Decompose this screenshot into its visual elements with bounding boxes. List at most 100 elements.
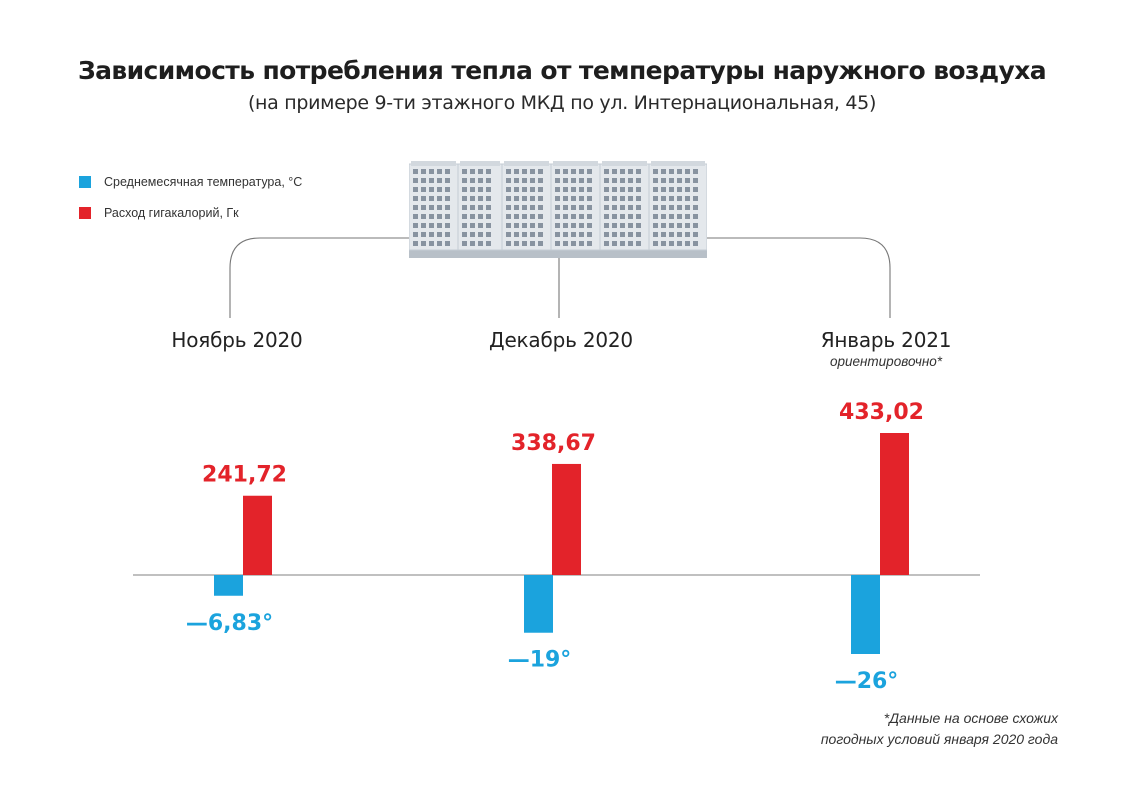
building-window <box>685 205 690 210</box>
building-window <box>669 223 674 228</box>
heat-bar-january <box>880 433 909 575</box>
building-window <box>604 223 609 228</box>
building-window <box>470 205 475 210</box>
building-window <box>486 241 491 246</box>
chart-subtitle: (на примере 9-ти этажного МКД по ул. Инт… <box>247 92 877 114</box>
building-window <box>429 196 434 201</box>
building-window <box>530 205 535 210</box>
building-window <box>445 232 450 237</box>
building-window <box>677 205 682 210</box>
building-window <box>437 178 442 183</box>
heat-value-label-january: 433,02 <box>839 400 924 425</box>
building-window <box>413 169 418 174</box>
building-window <box>470 196 475 201</box>
building-window <box>677 178 682 183</box>
legend-item-heat: Расход гигакалорий, Гк <box>79 197 302 228</box>
building-window <box>445 205 450 210</box>
building-window <box>612 214 617 219</box>
building-window <box>604 169 609 174</box>
building-window <box>677 241 682 246</box>
building-window <box>421 187 426 192</box>
building-window <box>612 196 617 201</box>
building-window <box>604 205 609 210</box>
building-window <box>514 187 519 192</box>
legend-label-heat: Расход гигакалорий, Гк <box>104 205 239 220</box>
building-window <box>478 232 483 237</box>
building-window <box>571 178 576 183</box>
building-window <box>669 187 674 192</box>
building-window <box>413 223 418 228</box>
building-window <box>661 214 666 219</box>
building-window <box>514 205 519 210</box>
building-window <box>506 178 511 183</box>
building-window <box>530 169 535 174</box>
building-window <box>653 178 658 183</box>
building-window <box>579 178 584 183</box>
temperature-value-label-november: —6,83° <box>186 611 273 636</box>
building-window <box>563 214 568 219</box>
building-window <box>514 232 519 237</box>
building-window <box>486 169 491 174</box>
building-window <box>437 223 442 228</box>
building-window <box>620 241 625 246</box>
building-window <box>429 241 434 246</box>
building-window <box>653 223 658 228</box>
building-window <box>604 187 609 192</box>
heat-value-label-december: 338,67 <box>511 431 596 456</box>
building-window <box>677 214 682 219</box>
building-window <box>693 187 698 192</box>
building-window <box>530 223 535 228</box>
building-window <box>653 241 658 246</box>
building-window <box>612 232 617 237</box>
legend-swatch-heat <box>79 206 91 219</box>
building-window <box>628 187 633 192</box>
building-window <box>413 232 418 237</box>
building-window <box>486 196 491 201</box>
building-window <box>571 196 576 201</box>
building-window <box>555 241 560 246</box>
building-window <box>470 187 475 192</box>
building-window <box>555 169 560 174</box>
building-window <box>506 232 511 237</box>
building-window <box>445 187 450 192</box>
building-window <box>470 232 475 237</box>
building-window <box>563 196 568 201</box>
building-window <box>579 241 584 246</box>
building-window <box>587 205 592 210</box>
building-window <box>563 205 568 210</box>
building-window <box>522 214 527 219</box>
building-window <box>429 169 434 174</box>
building-window <box>628 178 633 183</box>
building-window <box>661 196 666 201</box>
building-window <box>522 223 527 228</box>
building-window <box>693 169 698 174</box>
building-window <box>486 214 491 219</box>
building-window <box>445 178 450 183</box>
building-window <box>677 223 682 228</box>
building-window <box>653 214 658 219</box>
building-window <box>685 241 690 246</box>
building-window <box>563 169 568 174</box>
building-window <box>470 223 475 228</box>
building-window <box>693 214 698 219</box>
building-window <box>506 205 511 210</box>
building-window <box>421 223 426 228</box>
building-window <box>685 187 690 192</box>
building-window <box>445 196 450 201</box>
building-window <box>693 232 698 237</box>
building-window <box>514 196 519 201</box>
building-window <box>579 196 584 201</box>
building-window <box>437 232 442 237</box>
building-window <box>478 169 483 174</box>
building-window <box>514 178 519 183</box>
building-window <box>522 241 527 246</box>
building-window <box>604 178 609 183</box>
building-window <box>563 241 568 246</box>
building-window <box>669 205 674 210</box>
building-window <box>555 178 560 183</box>
building-window <box>506 223 511 228</box>
building-window <box>636 169 641 174</box>
building-window <box>628 169 633 174</box>
building-window <box>628 205 633 210</box>
footnote: *Данные на основе схожих погодных услови… <box>821 708 1058 750</box>
